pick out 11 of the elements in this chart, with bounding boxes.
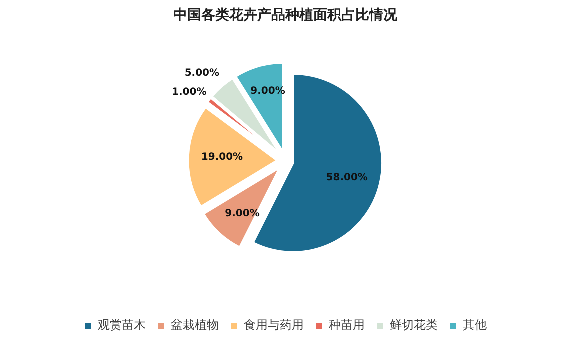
data-label: 5.00% bbox=[184, 68, 220, 79]
legend-label: 盆栽植物 bbox=[171, 317, 219, 334]
legend-label: 食用与药用 bbox=[244, 317, 304, 334]
legend-label: 观赏苗木 bbox=[98, 317, 146, 334]
data-label: 1.00% bbox=[172, 87, 207, 98]
legend-label: 鲜切花类 bbox=[390, 317, 438, 334]
data-label: 19.00% bbox=[201, 152, 244, 164]
legend-label: 种苗用 bbox=[329, 317, 365, 334]
data-label: 58.00% bbox=[326, 172, 368, 184]
chart-title: 中国各类花卉产品种植面积占比情况 bbox=[174, 6, 398, 24]
legend-label: 其他 bbox=[463, 317, 487, 334]
